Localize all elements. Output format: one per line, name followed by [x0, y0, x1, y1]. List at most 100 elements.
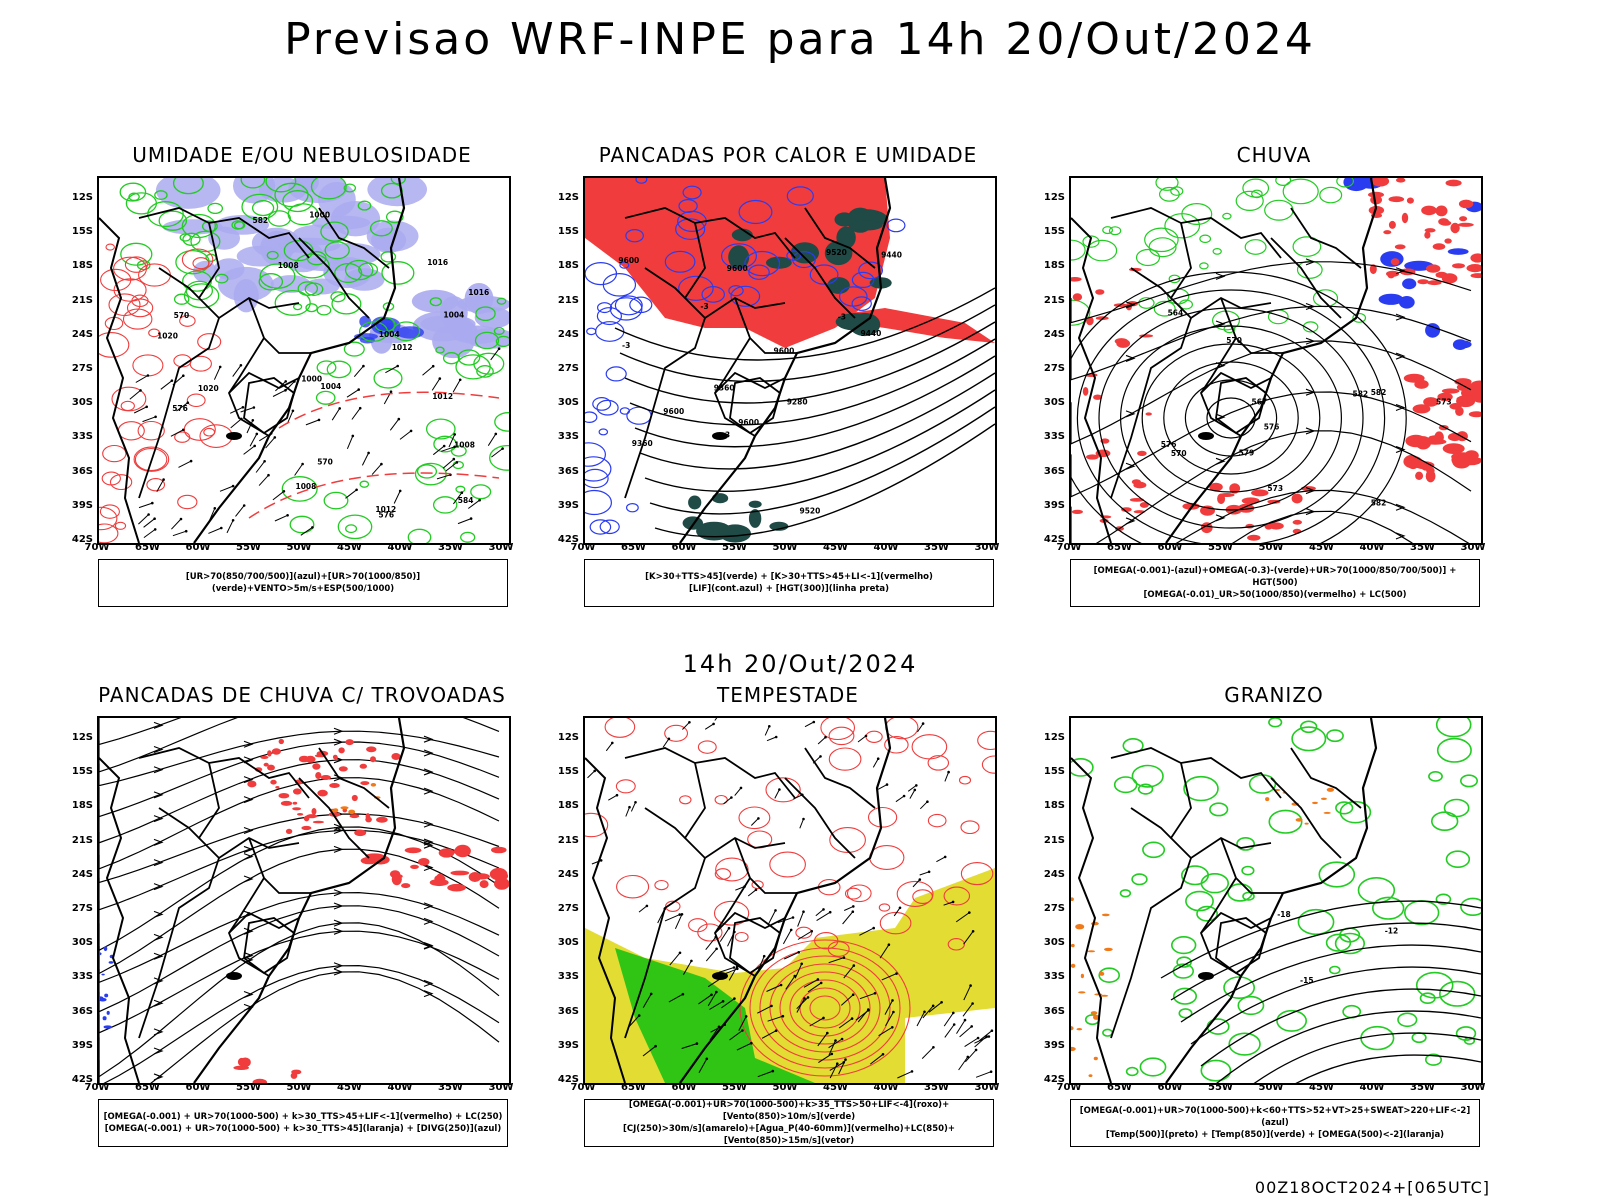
map-canvas: 1008 1012 1016 1004 1008 1012 1016 1020 1004 1008…	[99, 178, 509, 543]
contour-label: 9520	[800, 507, 821, 516]
latitude-label: 33S	[71, 971, 93, 983]
longitude-label: 70W	[570, 1082, 596, 1093]
legend-p6: [OMEGA(-0.001)+UR>70(1000-500)+k<60+TTS>…	[1070, 1099, 1480, 1147]
longitude-label: 35W	[1410, 542, 1435, 553]
longitude-label: 60W	[671, 542, 697, 553]
contour-label: 576	[378, 510, 394, 519]
longitude-label: 40W	[387, 542, 413, 553]
longitude-label: 30W	[488, 1082, 514, 1093]
contour-label: 1008	[296, 482, 317, 491]
latitude-label: 42S	[71, 534, 93, 545]
latitude-label: 27S	[71, 903, 93, 914]
latitude-label: 36S	[71, 1005, 93, 1017]
latitude-label: 30S	[1043, 937, 1065, 949]
longitude-label: 65W	[135, 1082, 160, 1093]
longitude-label: 40W	[873, 542, 899, 553]
latitude-label: 39S	[1043, 499, 1065, 511]
longitude-label: 50W	[1258, 542, 1284, 553]
map-p1: 1008 1012 1016 1004 1008 1012 1016 1020 1004 1008…	[97, 176, 511, 545]
latitude-label: 12S	[71, 192, 93, 203]
latitude-label: 33S	[1043, 971, 1065, 983]
latitude-label: 24S	[1043, 868, 1065, 880]
latitude-label: 12S	[1043, 732, 1065, 743]
contour-label: 564	[1168, 308, 1184, 317]
longitude-label: 60W	[185, 542, 211, 553]
legend-line: [OMEGA(-0.001)+UR>70(1000-500)+k<60+TTS>…	[1079, 1106, 1471, 1128]
contour-label: 9600	[774, 346, 795, 355]
legend-line: [OMEGA(-0.001)+UR>70(1000-500)+k>35_TTS>…	[628, 1100, 950, 1122]
latitude-label: 18S	[557, 800, 579, 812]
longitude-label: 35W	[924, 542, 949, 553]
contour-label: 1004	[320, 382, 341, 391]
legend-p4: [OMEGA(-0.001) + UR>70(1000-500) + k>30_…	[98, 1099, 508, 1147]
map-canvas	[585, 718, 995, 1083]
latitude-label: 27S	[557, 903, 579, 914]
contour-label: 582	[1371, 388, 1387, 397]
contour-label: 1012	[392, 343, 413, 352]
latitude-label: 36S	[557, 465, 579, 477]
contour-label: -12	[1385, 926, 1399, 935]
latitude-label: 39S	[557, 1039, 579, 1051]
contour-label: 570	[174, 311, 190, 320]
longitude-label: 30W	[488, 542, 514, 553]
contour-label: 9280	[787, 398, 808, 407]
contour-label: 573	[1267, 484, 1283, 493]
longitude-label: 30W	[974, 542, 1000, 553]
latitude-label: 42S	[71, 1074, 93, 1085]
run-timestamp: 00Z18OCT2024+[065UTC]	[1254, 1178, 1490, 1197]
latitude-label: 30S	[557, 937, 579, 949]
contour-label: 1008	[278, 261, 299, 270]
latitude-label: 42S	[557, 534, 579, 545]
legend-line: [OMEGA(-0.001)-(azul)+OMEGA(-0.3)-(verde…	[1093, 566, 1457, 588]
contour-label: 1016	[427, 258, 448, 267]
panel-title-p1: UMIDADE E/OU NEBULOSIDADE	[132, 143, 472, 167]
longitude-label: 50W	[772, 542, 798, 553]
latitude-label: 33S	[71, 431, 93, 443]
contour-label: 9360	[714, 383, 735, 392]
contour-label: 582	[253, 216, 269, 225]
longitude-label: 70W	[570, 542, 596, 553]
contour-label: -15	[1300, 976, 1314, 985]
latitude-label: 36S	[1043, 465, 1065, 477]
latitude-label: 27S	[1043, 363, 1065, 374]
contour-label: 584	[458, 496, 474, 505]
latitude-label: 39S	[557, 499, 579, 511]
latitude-label: 42S	[557, 1074, 579, 1085]
longitude-label: 35W	[438, 542, 463, 553]
latitude-label: 15S	[557, 226, 579, 238]
latitude-label: 24S	[557, 328, 579, 340]
latitude-label: 33S	[1043, 431, 1065, 443]
longitude-label: 60W	[1157, 542, 1183, 553]
contour-label: 9520	[826, 248, 847, 257]
longitude-label: 70W	[84, 1082, 110, 1093]
map-p4	[97, 716, 511, 1085]
longitude-label: 65W	[135, 542, 160, 553]
legend-line: [CJ(250)>30m/s](amarelo)+[Agua_P(40-60mm…	[622, 1124, 956, 1146]
latitude-label: 18S	[1043, 800, 1065, 812]
map-p5	[583, 716, 997, 1085]
legend-line: [UR>70(850/700/500)](azul)+[UR>70(1000/8…	[185, 572, 421, 594]
latitude-label: 15S	[71, 766, 93, 778]
contour-label: -18	[1277, 910, 1291, 919]
contour-label: -3	[700, 302, 708, 311]
longitude-label: 40W	[873, 1082, 899, 1093]
contour-label: 9600	[738, 418, 759, 427]
legend-p5: [OMEGA(-0.001)+UR>70(1000-500)+k>35_TTS>…	[584, 1099, 994, 1147]
contour-label: 1008	[454, 440, 475, 449]
latitude-label: 30S	[71, 937, 93, 949]
latitude-label: 24S	[71, 328, 93, 340]
contour-label: 9600	[663, 407, 684, 416]
latitude-label: 12S	[71, 732, 93, 743]
legend-p3: [OMEGA(-0.001)-(azul)+OMEGA(-0.3)-(verde…	[1070, 559, 1480, 607]
legend-line: [OMEGA(-0.001) + UR>70(1000-500) + k>30_…	[103, 1112, 503, 1122]
longitude-label: 35W	[438, 1082, 463, 1093]
map-p2: 9600 9600 9600 9600 9600 9520 9440 9360 9280 9520…	[583, 176, 997, 545]
latitude-label: 24S	[71, 868, 93, 880]
latitude-label: 15S	[1043, 766, 1065, 778]
contour-label: 573	[1436, 398, 1452, 407]
latitude-label: 21S	[557, 294, 579, 306]
contour-label: 1012	[375, 505, 396, 514]
longitude-label: 55W	[236, 1082, 261, 1093]
contour-label: 1012	[432, 392, 453, 401]
longitude-label: 60W	[185, 1082, 211, 1093]
